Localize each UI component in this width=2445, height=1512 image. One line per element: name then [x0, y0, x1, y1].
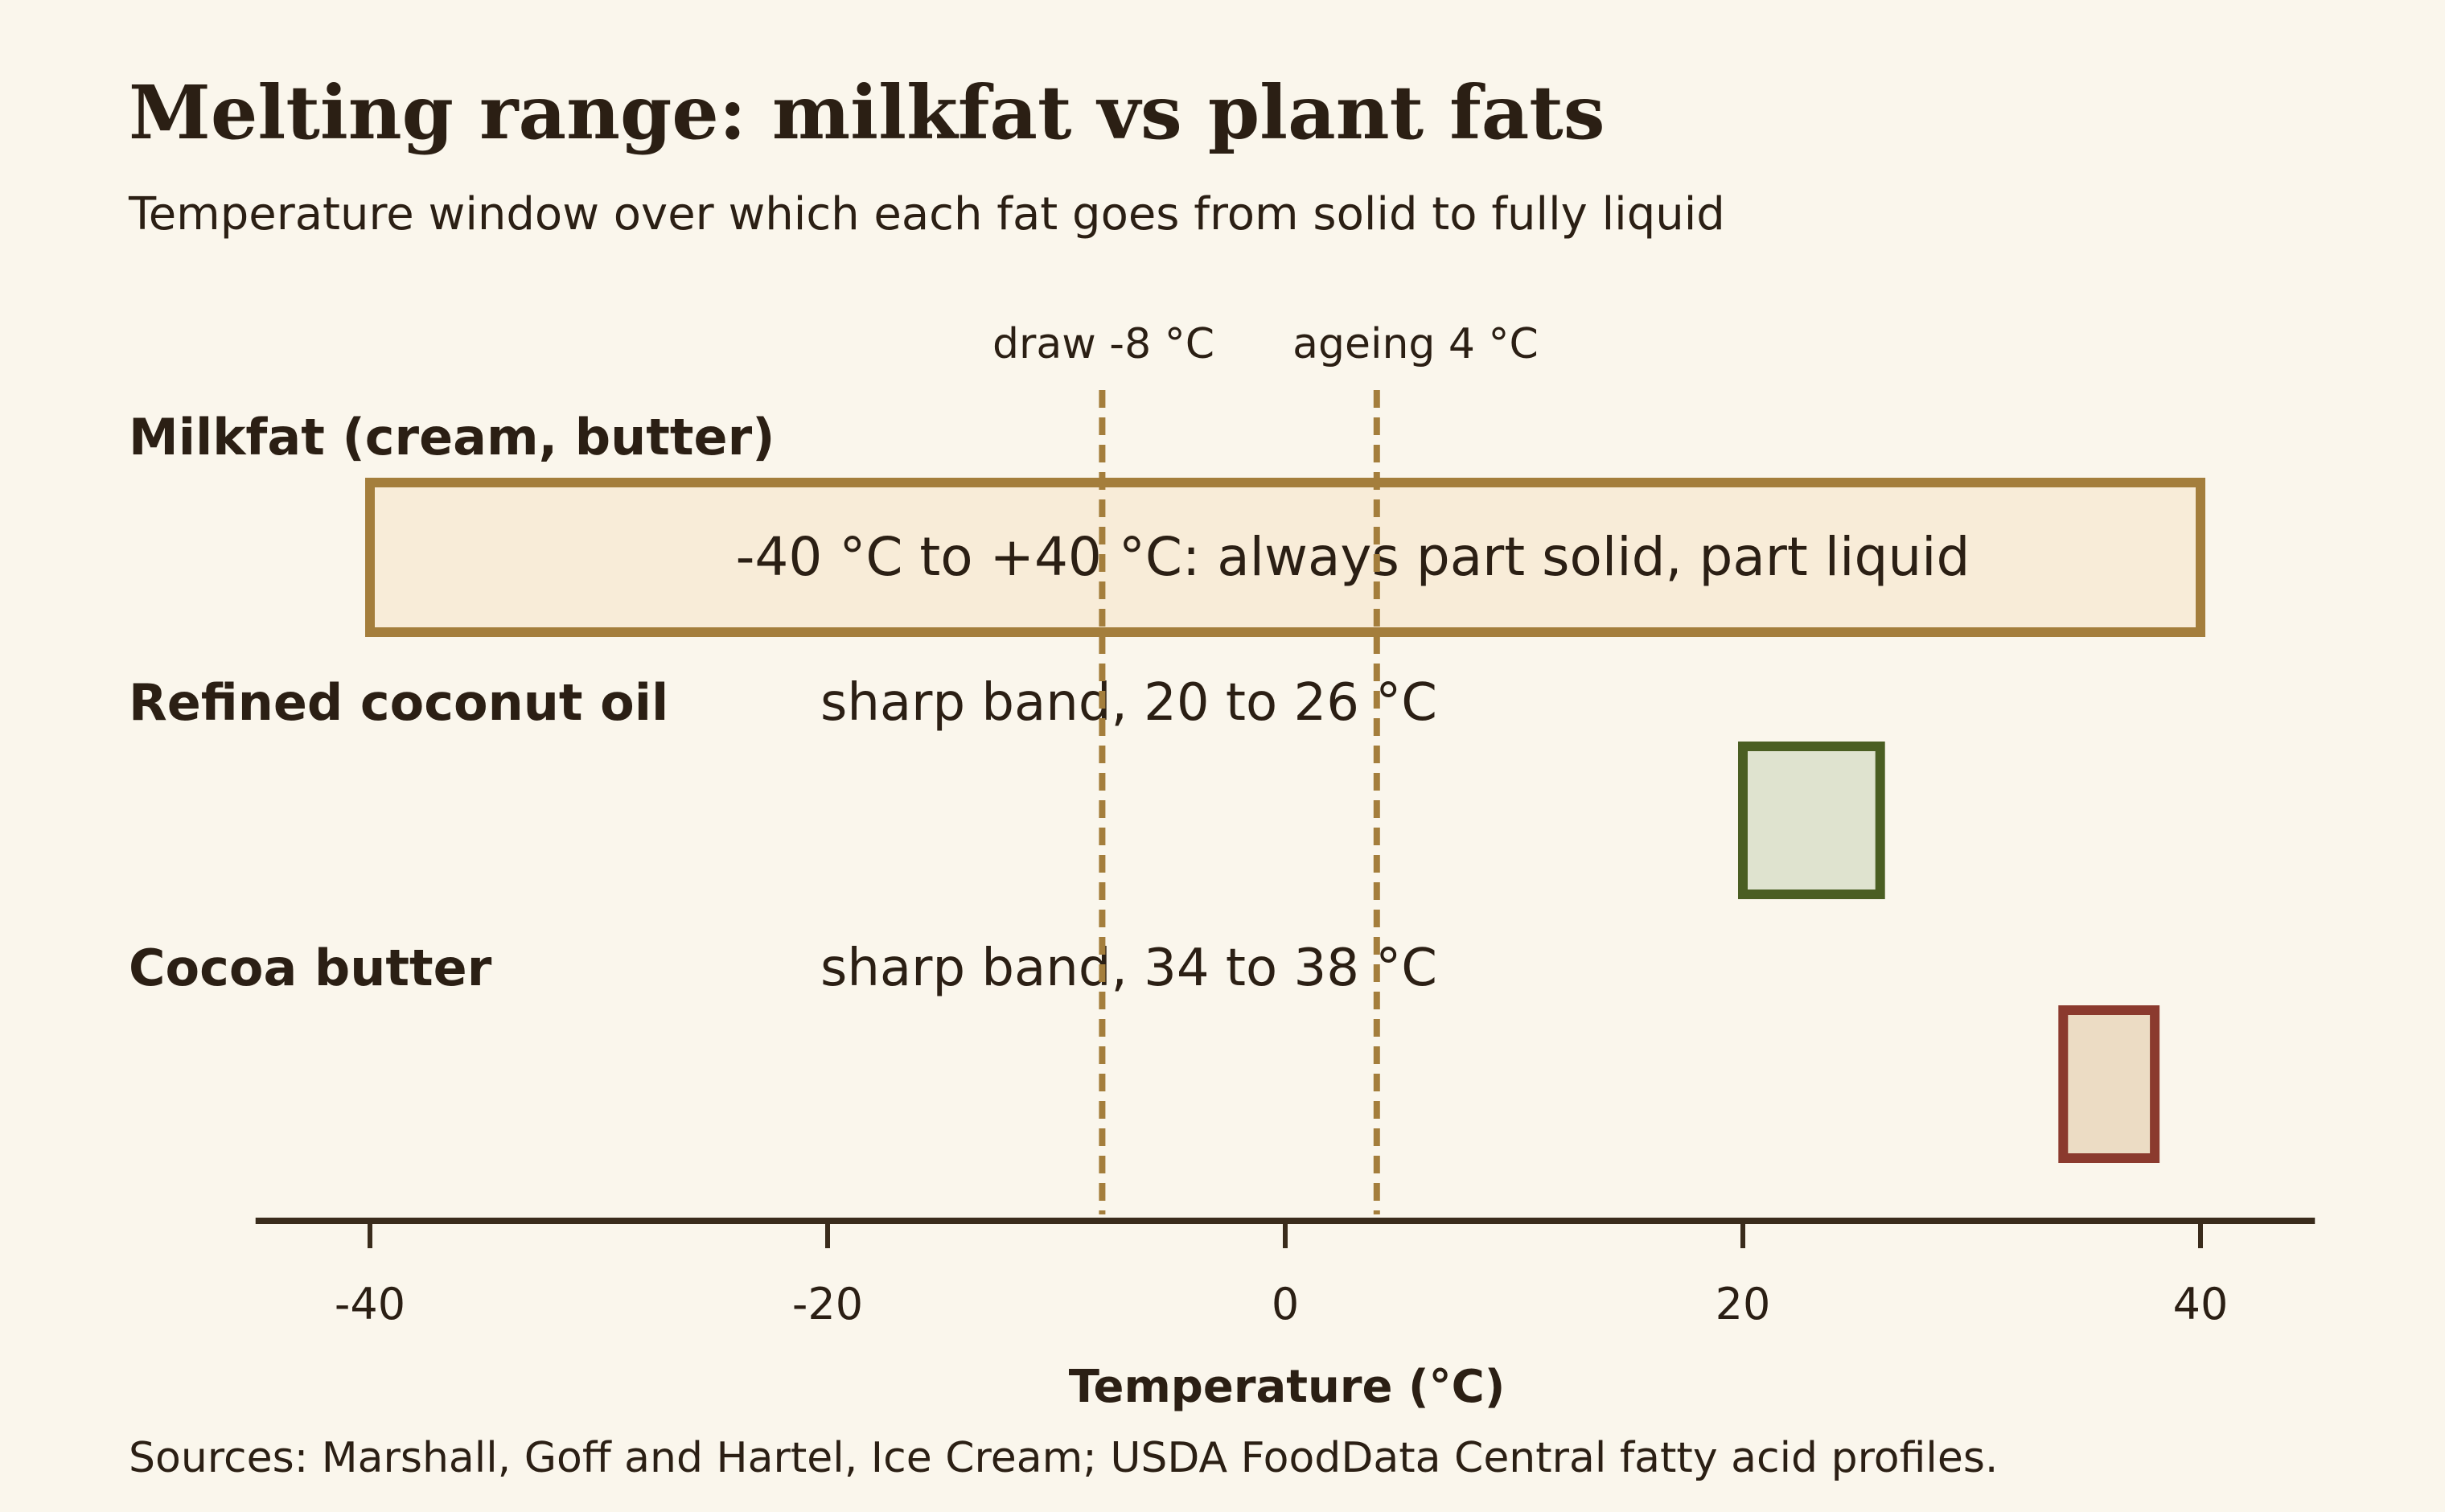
x-tick-label: -40 — [335, 1279, 405, 1329]
row-label: Milkfat (cream, butter) — [129, 408, 775, 466]
x-tick-label: 0 — [1272, 1279, 1299, 1329]
x-tick-label: -20 — [792, 1279, 863, 1329]
row-label: Refined coconut oil — [129, 673, 668, 732]
chart-title: Melting range: milkfat vs plant fats — [129, 69, 1605, 156]
chart-subtitle: Temperature window over which each fat g… — [128, 188, 1725, 240]
x-axis: -40 -20 0 20 40 — [255, 1218, 2316, 1329]
reference-lines-layer: draw -8 °C ageing 4 °C — [992, 320, 1539, 1214]
range-note: sharp band, 20 to 26 °C — [820, 673, 1437, 733]
range-bar — [365, 478, 2205, 637]
reference-line-label: draw -8 °C — [992, 320, 1214, 368]
x-axis-title: Temperature (°C) — [1069, 1361, 1506, 1413]
range-bar-label: -40 °C to +40 °C: always part solid, par… — [736, 526, 1970, 588]
x-tick-label: 40 — [2173, 1279, 2229, 1329]
reference-line-label: ageing 4 °C — [1292, 320, 1539, 368]
x-tick-label: 20 — [1716, 1279, 1771, 1329]
range-note: sharp band, 34 to 38 °C — [820, 939, 1437, 998]
range-bar — [1738, 742, 1885, 899]
source-note: Sources: Marshall, Goff and Hartel, Ice … — [129, 1434, 1998, 1482]
row-label: Cocoa butter — [129, 939, 492, 997]
rows-layer: Milkfat (cream, butter) -40 °C to +40 °C:… — [129, 408, 2205, 1163]
range-bar — [2058, 1005, 2160, 1163]
